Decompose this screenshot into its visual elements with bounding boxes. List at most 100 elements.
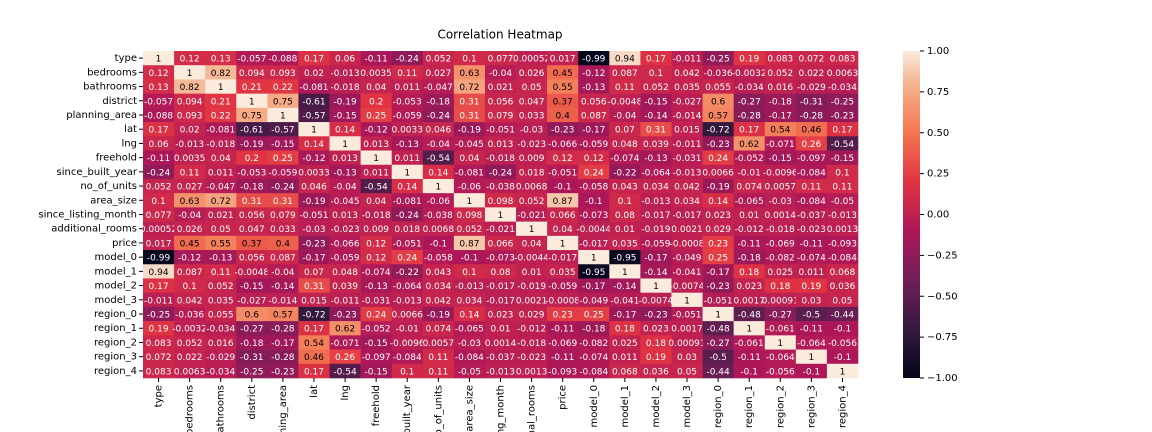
cell-label: -0.99	[582, 55, 606, 65]
heatmap-cell	[609, 193, 641, 208]
heatmap-cell	[609, 292, 641, 308]
heatmap-cell	[236, 349, 268, 365]
cell-label: -0.093	[548, 367, 577, 377]
cell-label: 0.14	[459, 311, 479, 321]
cell-label: -0.1	[803, 367, 821, 377]
cell-label: 0.12	[553, 154, 573, 164]
heatmap-cell	[547, 250, 579, 265]
cell-label: -0.72	[302, 311, 325, 321]
heatmap-cell	[484, 150, 517, 166]
heatmap-cell	[267, 207, 299, 222]
cell-label: -0.13	[644, 154, 667, 164]
cell-label: 0.02	[304, 69, 324, 79]
cell-label: -0.069	[766, 239, 795, 249]
heatmap-cell	[609, 150, 641, 166]
cell-label: -0.23	[302, 239, 325, 249]
heatmap-cell	[267, 363, 299, 379]
cell-label: 0.24	[708, 154, 728, 164]
heatmap-cell	[702, 221, 734, 237]
heatmap-cell	[422, 136, 455, 151]
heatmap-cell	[422, 79, 455, 94]
heatmap-cell	[578, 150, 610, 166]
heatmap-cell	[547, 178, 579, 194]
cell-label: -0.023	[517, 353, 546, 363]
heatmap-cell	[826, 278, 859, 293]
y-tick-label: price	[112, 238, 137, 249]
heatmap-cell	[578, 107, 610, 123]
heatmap-cell	[702, 193, 734, 208]
heatmap-cell	[143, 292, 175, 308]
colorbar-tick-label: 0.00	[927, 210, 949, 221]
cell-label: -0.15	[365, 367, 388, 377]
cell-label: -0.056	[766, 367, 795, 377]
heatmap-cell	[143, 107, 175, 123]
cell-label: -0.0074	[670, 282, 705, 292]
cell-label: -0.54	[333, 367, 357, 377]
x-tick-label: additional_rooms	[527, 385, 538, 432]
cell-label: -0.074	[797, 254, 826, 264]
heatmap-cell	[609, 363, 641, 379]
heatmap-cell	[391, 150, 424, 166]
heatmap-cell	[733, 235, 766, 251]
x-tick-label: lng	[340, 385, 351, 400]
cell-label: -0.011	[673, 140, 702, 150]
cell-label: -0.44	[831, 311, 855, 321]
cell-label: -0.013	[331, 69, 360, 79]
cell-label: 0.18	[615, 325, 635, 335]
heatmap-cell	[329, 122, 361, 137]
cell-label: -0.093	[828, 239, 857, 249]
cell-label: -0.05	[831, 197, 854, 207]
heatmap-cell	[267, 122, 299, 137]
x-tick-label: model_0	[589, 385, 600, 428]
cell-label: 0.023	[736, 282, 762, 292]
heatmap-cell	[795, 107, 828, 123]
heatmap-cell	[516, 306, 548, 322]
heatmap-cell	[329, 264, 361, 279]
cell-label: -0.071	[766, 140, 795, 150]
heatmap-cell	[795, 136, 828, 151]
cell-label: 0.035	[612, 239, 638, 249]
cell-label: -0.11	[738, 239, 761, 249]
heatmap-cell	[640, 363, 672, 379]
heatmap-cell	[795, 349, 828, 365]
heatmap-cell	[826, 207, 859, 222]
cell-label: -0.011	[673, 55, 702, 65]
heatmap-cell	[174, 363, 206, 379]
cell-label: -0.049	[579, 296, 608, 306]
cell-label: 0.034	[425, 282, 451, 292]
cell-label: 1	[840, 367, 846, 377]
cell-label: -0.25	[240, 367, 263, 377]
cell-label: -0.081	[299, 83, 328, 93]
heatmap-cell	[298, 335, 330, 350]
cell-label: 0.25	[708, 254, 728, 264]
heatmap-cell	[267, 349, 299, 365]
heatmap-cell	[547, 221, 579, 237]
cell-label: -0.029	[206, 353, 235, 363]
heatmap-cell	[422, 278, 455, 293]
cell-label: -0.017	[486, 296, 515, 306]
cell-label: -0.047	[424, 83, 453, 93]
x-tick-label: price	[558, 385, 569, 410]
heatmap-cell	[267, 150, 299, 166]
heatmap-cell	[702, 321, 734, 336]
chart-title: Correlation Heatmap	[437, 28, 562, 42]
heatmap-cell	[640, 150, 672, 166]
cell-label: -0.045	[331, 197, 360, 207]
heatmap-cell	[236, 235, 268, 251]
cell-label: -0.074	[579, 353, 608, 363]
cell-label: -0.014	[673, 111, 702, 121]
cell-label: -0.17	[769, 111, 792, 121]
heatmap-cell	[733, 136, 766, 151]
cell-label: 0.12	[366, 239, 386, 249]
cell-label: -0.22	[613, 168, 636, 178]
cell-label: -0.1	[834, 325, 852, 335]
cell-label: -0.047	[206, 183, 235, 193]
heatmap-cell	[795, 178, 828, 194]
cell-label: 0.03	[801, 296, 821, 306]
cell-label: 0.021	[208, 211, 234, 221]
cell-label: 0.048	[612, 140, 638, 150]
cell-label: 1	[622, 268, 628, 278]
cell-label: 0.1	[618, 197, 632, 207]
heatmap-cell	[484, 122, 517, 137]
heatmap-cell	[826, 164, 859, 180]
